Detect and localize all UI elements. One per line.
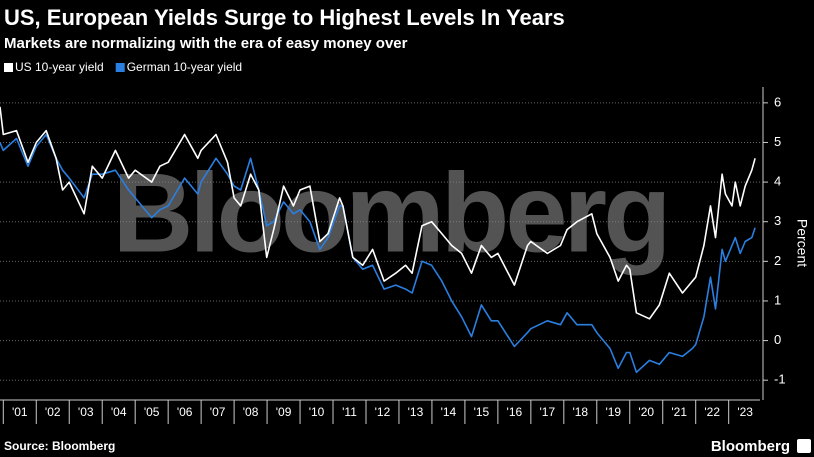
y-axis-label: Percent — [794, 219, 810, 267]
x-tick-label: '20 — [638, 405, 654, 419]
chart-subtitle: Markets are normalizing with the era of … — [4, 35, 408, 52]
x-tick-label: '08 — [243, 405, 259, 419]
y-tick-label: 1 — [774, 292, 781, 307]
y-tick-label: 3 — [774, 213, 781, 228]
logo: Bloomberg — [711, 438, 790, 455]
legend-swatch — [115, 63, 125, 72]
x-tick-label: '06 — [177, 405, 193, 419]
x-tick-label: '10 — [309, 405, 325, 419]
x-tick-label: '14 — [441, 405, 457, 419]
x-tick-label: '22 — [704, 405, 720, 419]
x-tick-label: '01 — [12, 405, 28, 419]
x-tick-label: '16 — [507, 405, 523, 419]
logo-icon — [797, 439, 811, 453]
chart-title: US, European Yields Surge to Highest Lev… — [4, 5, 565, 30]
legend-label: US 10-year yield — [15, 60, 104, 74]
legend-swatch — [4, 63, 13, 72]
series-line — [0, 106, 756, 320]
x-tick-label: '02 — [45, 405, 61, 419]
y-tick-label: 2 — [774, 253, 781, 268]
y-tick-label: 4 — [774, 174, 781, 189]
x-tick-label: '19 — [605, 405, 621, 419]
x-tick-label: '11 — [342, 405, 357, 419]
source: Source: Bloomberg — [4, 439, 115, 453]
x-tick-label: '07 — [210, 405, 226, 419]
x-tick-label: '12 — [375, 405, 391, 419]
x-tick-label: '03 — [78, 405, 94, 419]
x-tick-label: '09 — [276, 405, 292, 419]
y-tick-label: 6 — [774, 94, 781, 109]
x-tick-label: '15 — [474, 405, 490, 419]
y-tick-label: 0 — [774, 332, 781, 347]
x-tick-label: '04 — [111, 405, 127, 419]
x-tick-label: '23 — [737, 405, 753, 419]
watermark: Bloomberg — [112, 151, 667, 276]
y-tick-label: -1 — [774, 372, 786, 387]
x-tick-label: '18 — [572, 405, 588, 419]
legend-label: German 10-year yield — [127, 60, 242, 74]
y-tick-label: 5 — [774, 134, 781, 149]
x-tick-label: '17 — [540, 405, 556, 419]
series-line — [0, 133, 756, 374]
x-tick-label: '05 — [144, 405, 160, 419]
x-tick-label: '13 — [408, 405, 424, 419]
x-tick-label: '21 — [671, 405, 687, 419]
